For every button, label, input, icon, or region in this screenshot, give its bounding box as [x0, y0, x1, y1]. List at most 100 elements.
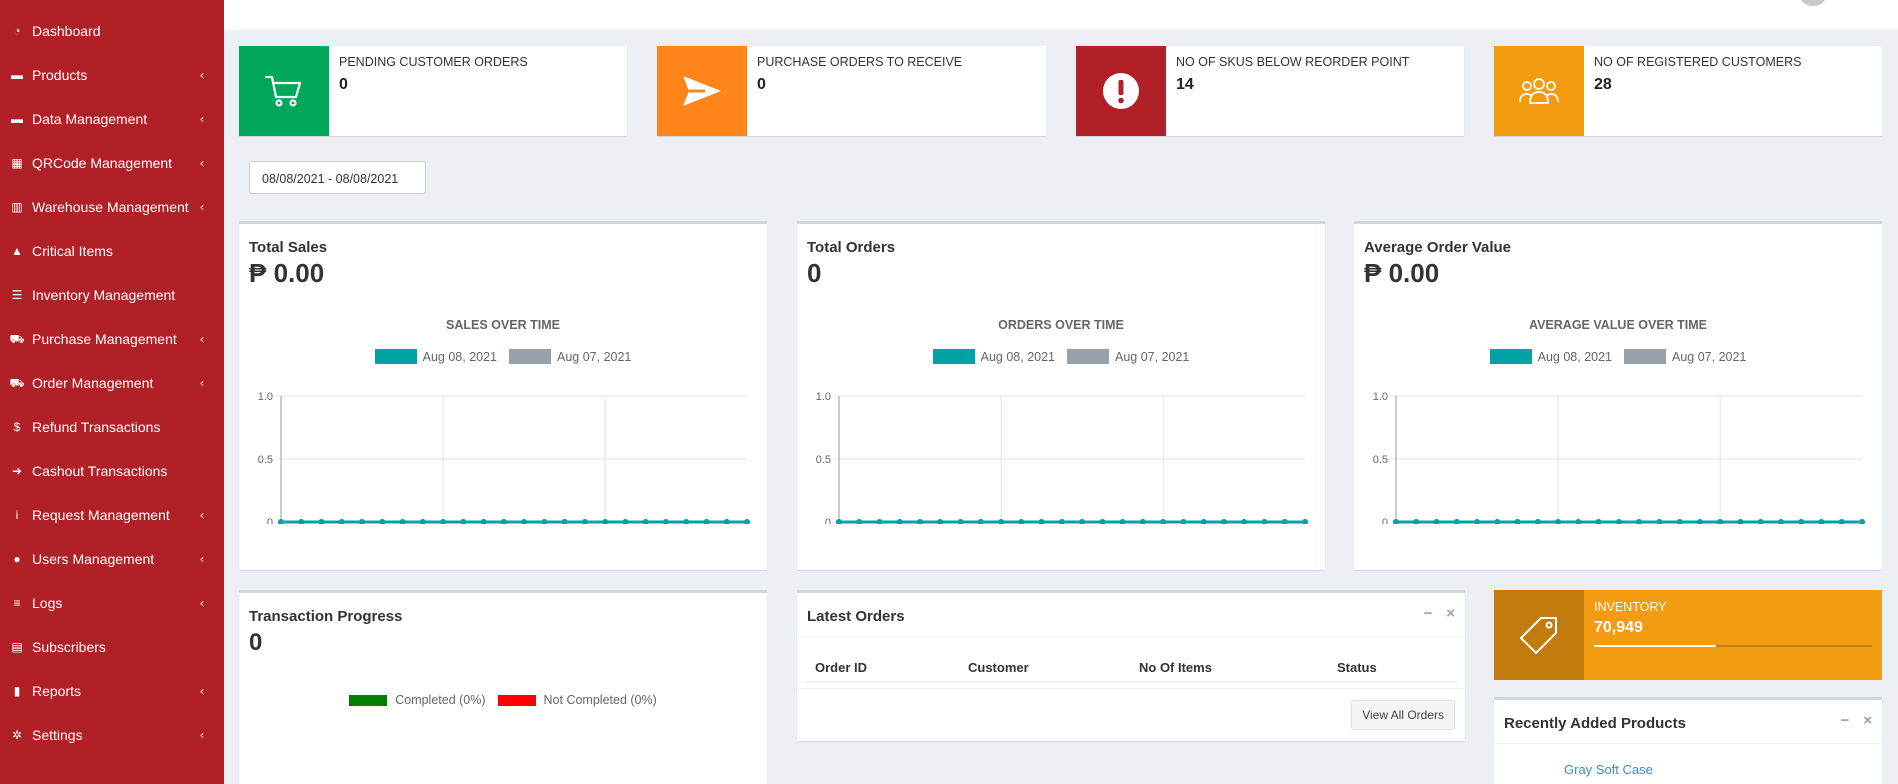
info-box-pending-orders: PENDING CUSTOMER ORDERS 0: [239, 46, 627, 136]
data-point: [1798, 519, 1805, 524]
sidebar-item-users-management[interactable]: ● Users Management ‹: [0, 537, 224, 581]
card-value: ₱ 0.00: [1364, 258, 1440, 288]
data-point: [1696, 519, 1703, 524]
tag-icon: [1494, 590, 1584, 680]
data-point: [521, 519, 528, 524]
card-value: 0: [807, 258, 822, 288]
product-link[interactable]: Gray Soft Case: [1564, 762, 1653, 777]
view-all-orders-button[interactable]: View All Orders: [1351, 700, 1455, 730]
data-point: [1180, 519, 1187, 524]
chart-legend: Aug 08, 2021 Aug 07, 2021: [239, 349, 767, 364]
data-point: [998, 519, 1005, 524]
legend-entry[interactable]: Aug 08, 2021: [374, 349, 497, 364]
data-point: [703, 519, 710, 524]
legend-swatch: [509, 349, 551, 364]
chart-title: AVERAGE VALUE OVER TIME: [1528, 318, 1708, 332]
column-header-items: No Of Items: [1139, 660, 1212, 675]
minimize-icon[interactable]: −: [1423, 605, 1433, 622]
data-point: [1160, 519, 1167, 524]
paper-plane-icon: [657, 46, 747, 136]
legend-label: Aug 07, 2021: [1115, 349, 1190, 364]
data-point: [379, 519, 386, 524]
close-icon[interactable]: ×: [1446, 605, 1455, 622]
recently-added-products-card: Recently Added Products − × Gray Soft Ca…: [1494, 697, 1882, 784]
chevron-left-icon: ‹: [200, 112, 204, 126]
card-title: Recently Added Products: [1504, 715, 1686, 732]
legend-entry[interactable]: Aug 07, 2021: [509, 349, 631, 364]
sidebar-item-reports[interactable]: ▮ Reports ‹: [0, 669, 224, 713]
data-point: [977, 519, 984, 524]
sidebar-item-label: Subscribers: [32, 639, 106, 655]
sidebar-item-logs[interactable]: ≡ Logs ‹: [0, 581, 224, 625]
sidebar-item-cashout-transactions[interactable]: ➜ Cashout Transactions: [0, 449, 224, 493]
sidebar-item-label: Purchase Management: [32, 331, 177, 347]
sidebar-item-dashboard[interactable]: ◔ Dashboard: [0, 9, 224, 53]
legend-entry[interactable]: Aug 08, 2021: [932, 349, 1055, 364]
info-box-purchase-orders: PURCHASE ORDERS TO RECEIVE 0: [657, 46, 1046, 136]
sidebar-item-label: Settings: [32, 727, 83, 743]
sidebar-item-label: Cashout Transactions: [32, 463, 168, 479]
legend-swatch: [1489, 349, 1532, 364]
sidebar-item-qrcode-management[interactable]: ▦ QRCode Management ‹: [0, 141, 224, 185]
sidebar-item-inventory-management[interactable]: ☰ Inventory Management: [0, 273, 224, 317]
sales-over-time-chart: 00.51.012AM8AM4PM: [258, 391, 750, 524]
sidebar-item-order-management[interactable]: ⛟ Order Management ‹: [0, 361, 224, 405]
sidebar-item-label: Users Management: [32, 551, 155, 567]
legend-swatch: [497, 694, 536, 706]
box-tools: − ×: [1840, 712, 1872, 729]
data-point: [480, 519, 487, 524]
sidebar-item-products[interactable]: ▬ Products ‹: [0, 53, 224, 97]
transaction-legend: Completed (0%) Not Completed (0%): [239, 693, 767, 707]
sidebar-item-refund-transactions[interactable]: $ Refund Transactions: [0, 405, 224, 449]
info-box-label: NO OF REGISTERED CUSTOMERS: [1594, 55, 1802, 69]
list-alt-icon: ≡: [13, 596, 21, 610]
chart-legend: Aug 08, 2021 Aug 07, 2021: [797, 349, 1325, 364]
column-header-order-id: Order ID: [815, 660, 868, 675]
y-tick-label: 0.5: [1373, 454, 1388, 466]
data-point: [399, 519, 406, 524]
minimize-icon[interactable]: −: [1840, 712, 1850, 729]
close-icon[interactable]: ×: [1863, 712, 1872, 729]
info-box-value: 14: [1176, 76, 1194, 93]
data-point: [338, 519, 345, 524]
info-box-registered-customers: NO OF REGISTERED CUSTOMERS 28: [1494, 46, 1882, 136]
chevron-left-icon: ‹: [200, 508, 204, 522]
info-box-skus-below-reorder: NO OF SKUS BELOW REORDER POINT 14: [1076, 46, 1464, 136]
legend-entry-completed[interactable]: Completed (0%): [349, 693, 486, 707]
sidebar-item-label: Products: [32, 67, 88, 83]
card-title: Total Orders: [807, 239, 896, 256]
date-range-picker[interactable]: 08/08/2021 - 08/08/2021: [249, 161, 426, 194]
sidebar-item-label: Dashboard: [32, 23, 101, 39]
legend-entry[interactable]: Aug 07, 2021: [1067, 349, 1189, 364]
sidebar-item-settings[interactable]: ✲ Settings ‹: [0, 713, 224, 757]
data-point: [1413, 519, 1420, 524]
sidebar-item-critical-items[interactable]: ▲ Critical Items: [0, 229, 224, 273]
sidebar-item-purchase-management[interactable]: ⛟ Purchase Management ‹: [0, 317, 224, 361]
legend-label: Aug 07, 2021: [1672, 349, 1747, 364]
y-tick-label: 0.5: [816, 454, 831, 466]
data-point: [1393, 519, 1399, 524]
legend-label: Aug 07, 2021: [557, 349, 632, 364]
legend-label: Aug 08, 2021: [422, 349, 497, 364]
sidebar-item-data-management[interactable]: ▬ Data Management ‹: [0, 97, 224, 141]
data-point: [602, 519, 609, 524]
card-title: Total Sales: [249, 239, 328, 256]
avatar[interactable]: [1800, 0, 1826, 6]
sidebar-item-subscribers[interactable]: ▤ Subscribers: [0, 625, 224, 669]
transaction-progress-card: Transaction Progress 0 Completed (0%) No…: [239, 590, 767, 784]
legend-entry-not-completed[interactable]: Not Completed (0%): [497, 693, 657, 707]
sidebar-item-request-management[interactable]: i Request Management ‹: [0, 493, 224, 537]
card-title: Transaction Progress: [249, 608, 403, 625]
chevron-left-icon: ‹: [200, 376, 204, 390]
users-icon: [1494, 46, 1584, 136]
data-point: [1474, 519, 1481, 524]
legend-entry[interactable]: Aug 07, 2021: [1624, 349, 1746, 364]
legend-label: Not Completed (0%): [543, 693, 657, 707]
data-point: [1757, 519, 1764, 524]
chevron-left-icon: ‹: [200, 728, 204, 742]
data-point: [1453, 519, 1460, 524]
sidebar-item-warehouse-management[interactable]: ▥ Warehouse Management ‹: [0, 185, 224, 229]
y-tick-label: 0: [825, 517, 831, 524]
legend-entry[interactable]: Aug 08, 2021: [1489, 349, 1612, 364]
data-point: [1777, 519, 1784, 524]
